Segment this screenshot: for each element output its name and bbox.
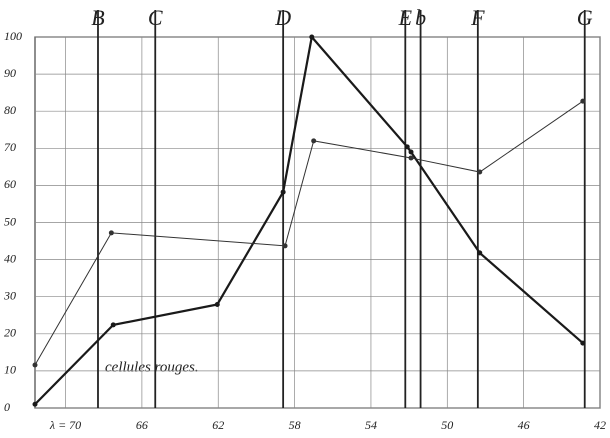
y-tick-label: 30 [3,288,16,302]
spectral-label: G [577,5,593,30]
x-tick-label: 46 [518,418,530,432]
y-tick-label: 0 [4,400,10,414]
point [280,189,286,195]
x-tick-label: 42 [594,418,606,432]
series-line [34,34,584,406]
annotation: cellules rouges. [105,359,199,375]
spectral-label: F [470,5,485,30]
y-tick-label: 50 [4,214,16,228]
series-line [34,100,584,366]
spectral-label: D [274,5,291,30]
y-tick-label: 70 [4,140,16,154]
spectral-label: b [415,5,426,30]
point [32,362,38,368]
point [404,144,410,150]
y-tick-label: 60 [4,177,16,191]
y-tick-label: 90 [4,66,16,80]
point [110,322,116,328]
point [108,230,114,236]
x-tick-label: 58 [289,418,301,432]
point [477,250,483,256]
y-tick-label: 20 [4,326,16,340]
spectral-label: B [91,5,104,30]
point [580,98,586,104]
point [580,340,586,346]
point [282,243,288,249]
y-tick-label: 100 [4,29,22,43]
point [32,401,38,407]
spectral-label: E [398,5,413,30]
x-tick-label: 66 [136,418,148,432]
point [408,149,414,155]
point [477,169,483,175]
point [214,301,220,307]
y-tick-label: 40 [4,251,16,265]
point [309,34,315,40]
x-tick-label: 50 [441,418,453,432]
point [408,155,414,161]
x-tick-label: 54 [365,418,377,432]
y-tick-label: 10 [4,363,16,377]
spectral-label: C [148,5,163,30]
y-tick-label: 80 [4,103,16,117]
point [311,138,317,144]
x-tick-label: 62 [212,418,224,432]
x-tick-label: λ = 70 [49,418,81,432]
